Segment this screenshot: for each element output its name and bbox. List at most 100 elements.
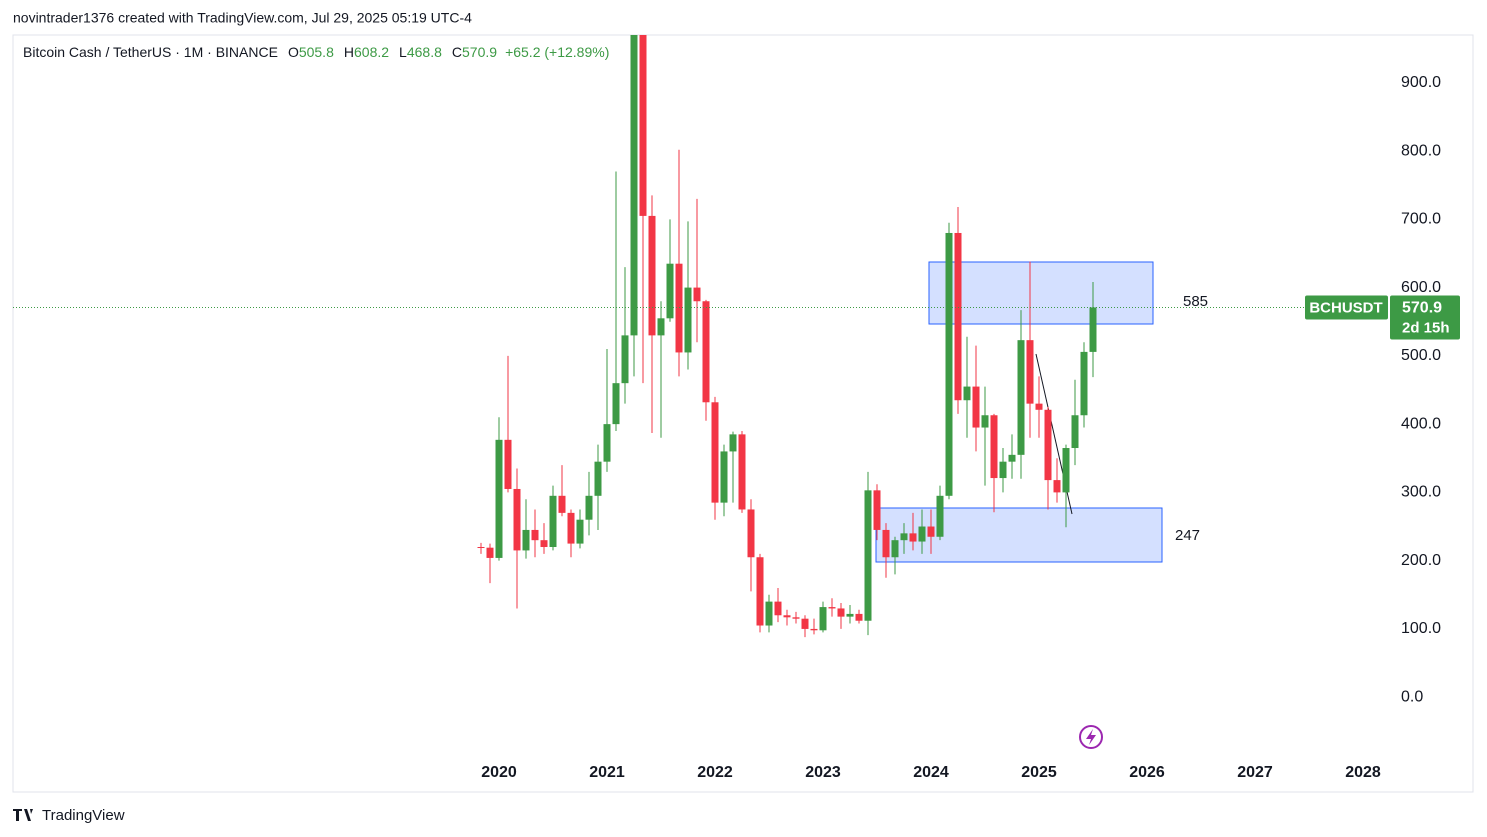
candle-body xyxy=(720,451,728,503)
chart-frame xyxy=(12,34,1474,793)
candle-body xyxy=(639,35,647,216)
x-tick-label: 2022 xyxy=(697,764,733,781)
candle-body xyxy=(1053,480,1061,493)
annotation: 247 xyxy=(1175,527,1200,544)
legend-row: Bitcoin Cash / TetherUS · 1M · BINANCE O5… xyxy=(23,44,609,60)
candle-body xyxy=(891,540,899,558)
x-tick-label: 2023 xyxy=(805,764,841,781)
candle-body xyxy=(855,613,863,621)
price-tag-value: 570.9 xyxy=(1402,300,1442,317)
candle-body xyxy=(819,607,827,631)
legend-key: H xyxy=(344,44,354,60)
candle-body xyxy=(477,547,485,549)
legend-value: 505.8 xyxy=(299,44,334,60)
y-tick-label: 100.0 xyxy=(1401,620,1441,637)
footer-logo[interactable]: TradingView xyxy=(13,807,125,824)
legend-value: 570.9 xyxy=(462,44,497,60)
candle-body xyxy=(612,383,620,425)
x-tick-label: 2021 xyxy=(589,764,625,781)
candle-body xyxy=(882,529,890,558)
candle-body xyxy=(792,617,800,619)
candle-body xyxy=(918,526,926,542)
candle-body xyxy=(522,529,530,551)
drawings xyxy=(875,261,1163,563)
candle-body xyxy=(702,301,710,403)
candle-body xyxy=(693,287,701,302)
candle-body xyxy=(1017,340,1025,455)
candle-body xyxy=(648,215,656,336)
x-tick-label: 2025 xyxy=(1021,764,1057,781)
candle-body xyxy=(513,488,521,551)
x-tick-label: 2026 xyxy=(1129,764,1165,781)
bolt-icon[interactable] xyxy=(1079,725,1103,749)
candle-body xyxy=(954,232,962,401)
price-tag-countdown: 2d 15h xyxy=(1402,319,1450,336)
candle-body xyxy=(1062,448,1070,493)
candle-body xyxy=(1035,403,1043,410)
candle-body xyxy=(495,439,503,558)
candle-body xyxy=(585,495,593,520)
candle-body xyxy=(801,618,809,629)
y-tick-label: 700.0 xyxy=(1401,211,1441,228)
y-tick-label: 500.0 xyxy=(1401,347,1441,364)
zone-box[interactable] xyxy=(928,261,1154,325)
candle-body xyxy=(1071,415,1079,449)
candle-body xyxy=(909,533,917,542)
symbol-tag xyxy=(1305,295,1388,320)
candle-body xyxy=(810,628,818,631)
candle-body xyxy=(666,263,674,319)
candle-body xyxy=(981,415,989,428)
candle-body xyxy=(567,512,575,544)
candle-body xyxy=(864,490,872,621)
candle-body xyxy=(630,35,638,336)
x-tick-label: 2027 xyxy=(1237,764,1273,781)
candle-body xyxy=(756,557,764,626)
candle-body xyxy=(972,386,980,428)
candle-body xyxy=(837,608,845,617)
candle-body xyxy=(828,607,836,609)
candle-body xyxy=(684,287,692,353)
candle-body xyxy=(675,263,683,353)
legend-symbol: Bitcoin Cash / TetherUS · 1M · BINANCE xyxy=(23,44,278,60)
x-tick-label: 2028 xyxy=(1345,764,1381,781)
candle-body xyxy=(963,386,971,401)
candle-body xyxy=(531,529,539,541)
candle-body xyxy=(990,415,998,479)
legend-change: +65.2 (+12.89%) xyxy=(505,44,609,60)
candle-body xyxy=(1008,454,1016,462)
candle-body xyxy=(1026,340,1034,404)
candles xyxy=(477,35,1097,638)
legend-value: 608.2 xyxy=(354,44,389,60)
candle-body xyxy=(927,526,935,537)
candle-body xyxy=(846,613,854,617)
legend-key: L xyxy=(399,44,407,60)
y-tick-label: 800.0 xyxy=(1401,142,1441,159)
legend-value: 468.8 xyxy=(407,44,442,60)
header-text: novintrader1376 created with TradingView… xyxy=(13,10,472,26)
y-tick-label: 0.0 xyxy=(1401,688,1423,705)
y-tick-label: 600.0 xyxy=(1401,279,1441,296)
candle-body xyxy=(711,402,719,503)
symbol-tag-text: BCHUSDT xyxy=(1309,299,1382,316)
price-tag xyxy=(1390,295,1460,340)
candle-body xyxy=(738,434,746,510)
candle-body xyxy=(594,461,602,496)
y-tick-label: 900.0 xyxy=(1401,74,1441,91)
candle-body xyxy=(873,490,881,530)
candle-body xyxy=(558,495,566,513)
candle-body xyxy=(1089,307,1097,352)
x-tick-label: 2020 xyxy=(481,764,517,781)
candle-body xyxy=(1044,409,1052,481)
candle-body xyxy=(945,232,953,496)
candle-body xyxy=(576,519,584,544)
candle-body xyxy=(765,601,773,626)
candle-body xyxy=(621,335,629,384)
candle-body xyxy=(729,434,737,452)
candle-body xyxy=(540,540,548,548)
footer-brand[interactable]: TradingView xyxy=(42,807,125,824)
y-tick-label: 300.0 xyxy=(1401,484,1441,501)
candle-body xyxy=(900,533,908,541)
candle-body xyxy=(783,615,791,618)
candle-body xyxy=(999,461,1007,479)
